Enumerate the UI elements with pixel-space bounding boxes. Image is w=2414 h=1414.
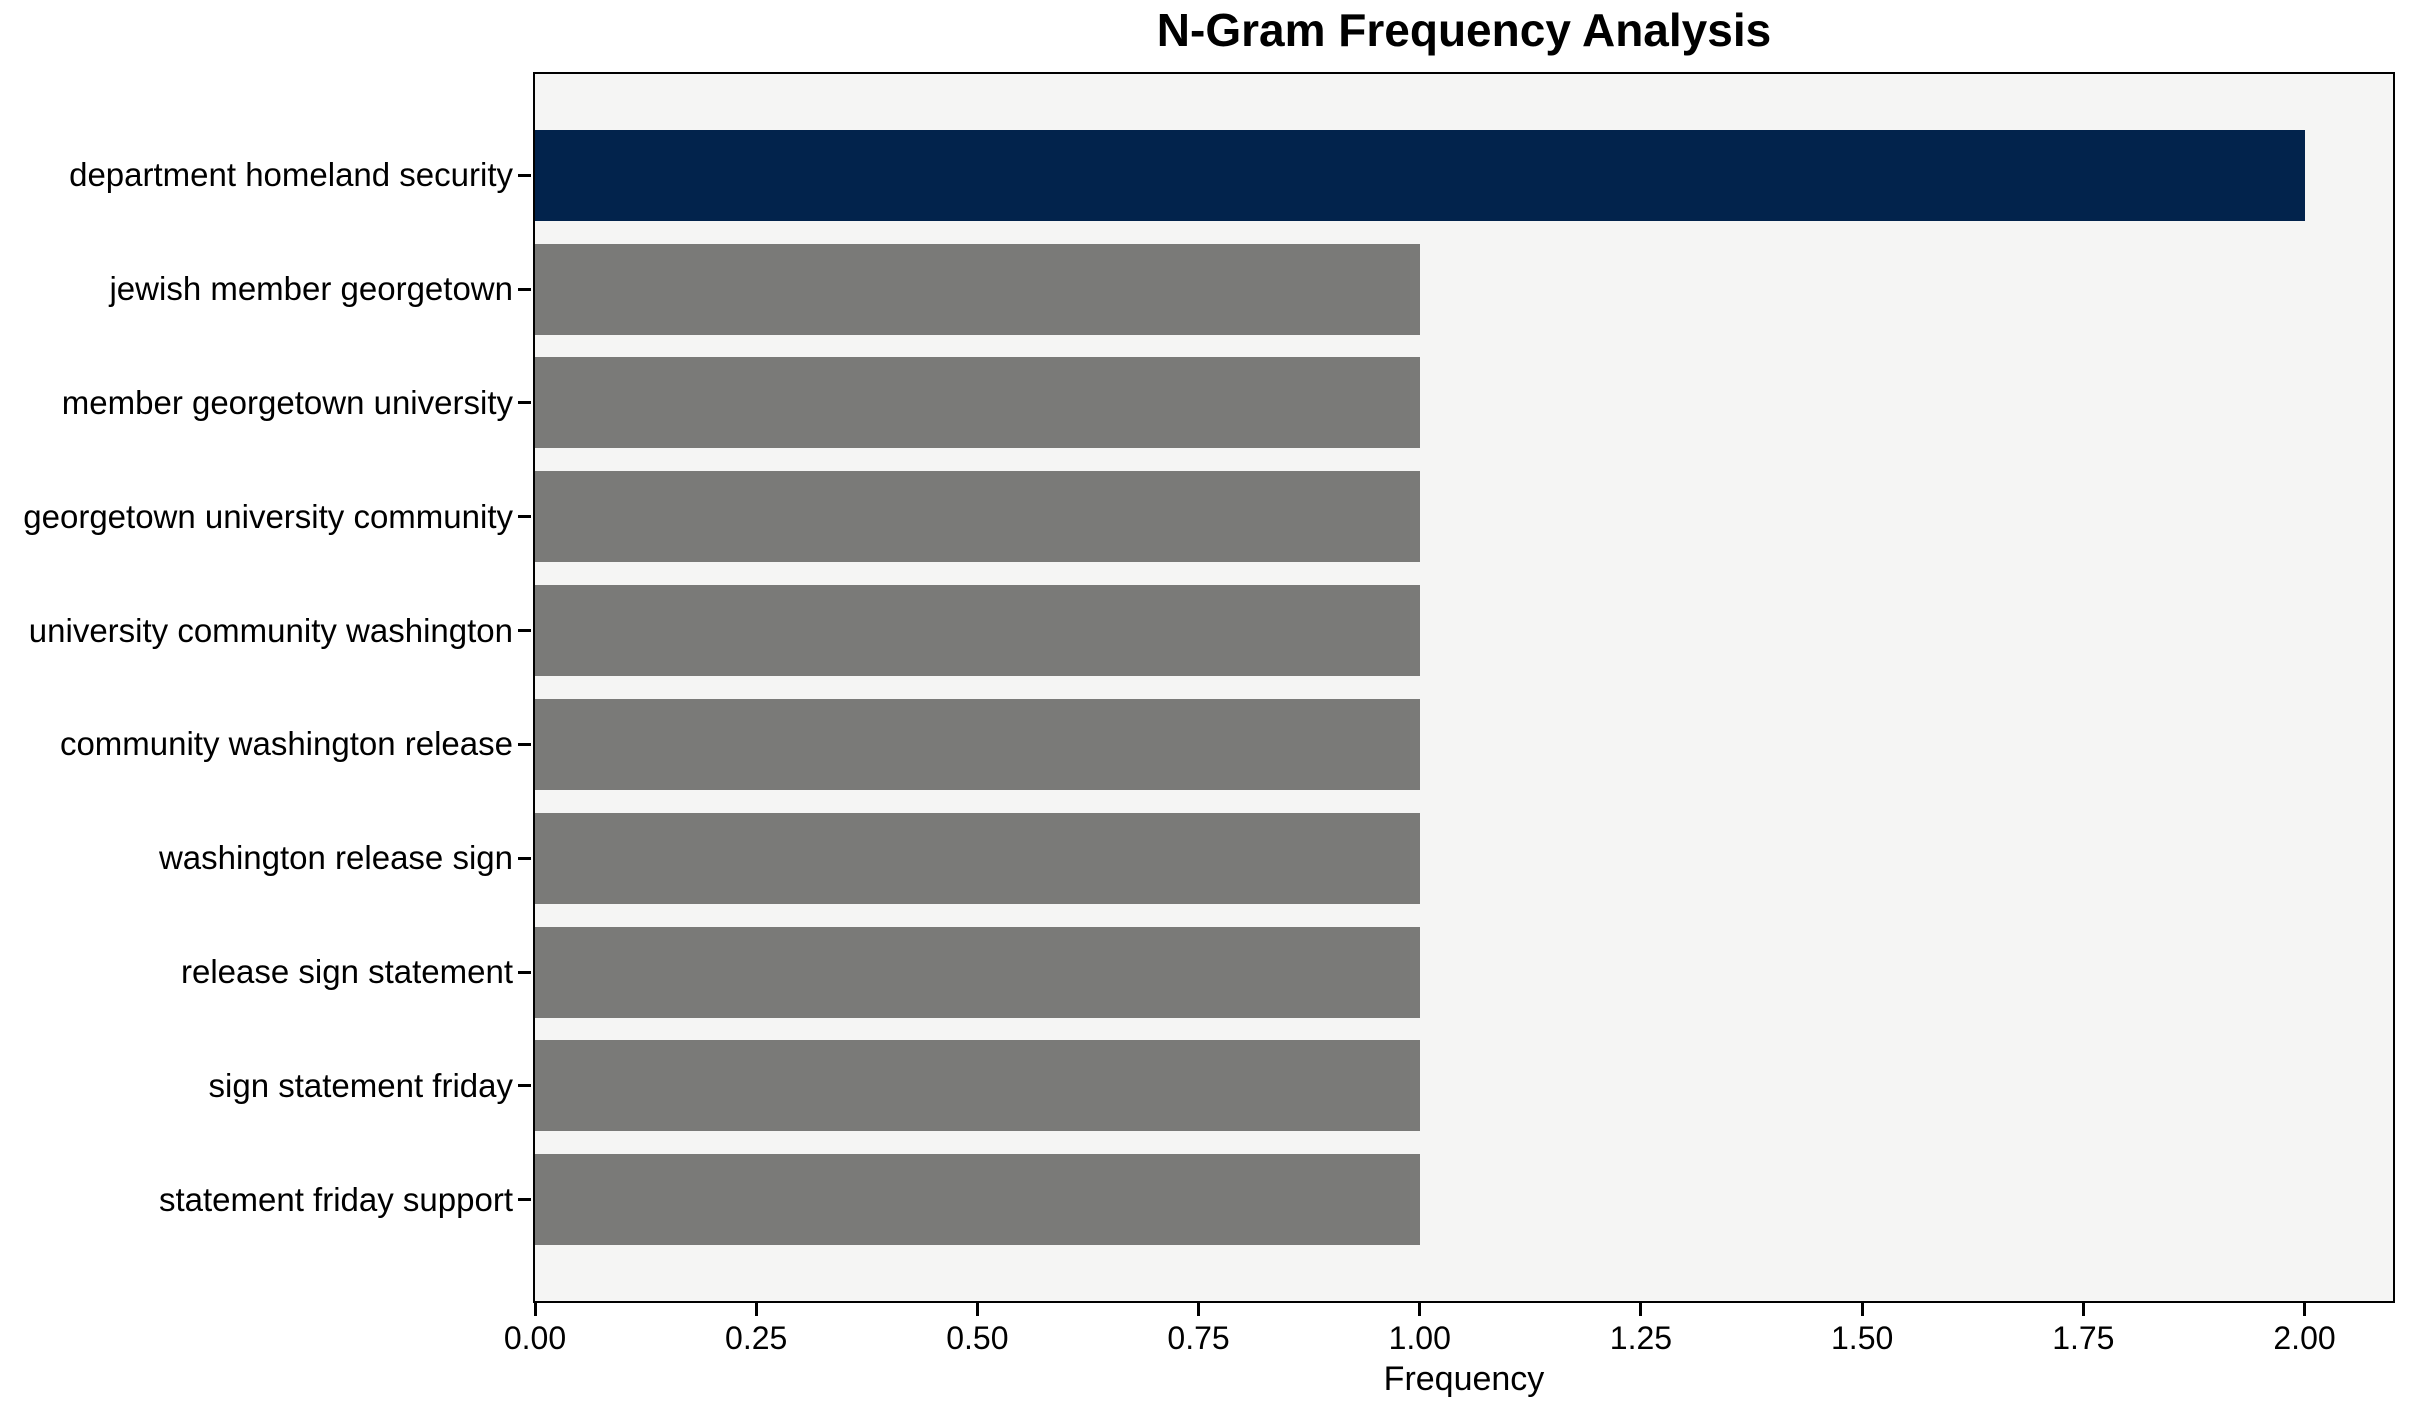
x-tick-mark	[2303, 1303, 2307, 1316]
y-tick-label: release sign statement	[180, 953, 513, 991]
x-tick-label: 1.00	[1388, 1320, 1451, 1356]
x-tick-label: 1.25	[1609, 1320, 1673, 1356]
x-tick-mark	[1197, 1303, 1201, 1316]
y-tick-label: washington release sign	[158, 839, 513, 877]
y-tick-label: statement friday support	[158, 1180, 513, 1218]
bar	[535, 698, 1420, 790]
y-tick-label: department homeland security	[69, 156, 513, 194]
y-tick-mark	[518, 401, 531, 405]
x-tick-mark	[1639, 1303, 1643, 1316]
y-tick-mark	[518, 1084, 531, 1088]
bar	[535, 926, 1420, 1018]
x-tick-label: 1.50	[1831, 1320, 1894, 1356]
x-tick-mark	[1418, 1303, 1422, 1316]
y-tick-label: sign statement friday	[208, 1066, 513, 1104]
bar	[535, 357, 1420, 449]
x-tick-label: 0.00	[503, 1320, 567, 1356]
y-tick-label: georgetown university community	[23, 497, 513, 535]
x-tick-mark	[2081, 1303, 2085, 1316]
x-tick-mark	[975, 1303, 979, 1316]
y-tick-label: community washington release	[59, 725, 513, 763]
y-tick-label: jewish member georgetown	[109, 270, 513, 308]
bar	[535, 585, 1420, 677]
bar	[535, 129, 2305, 221]
y-tick-mark	[518, 856, 531, 860]
y-tick-label: university community washington	[28, 611, 513, 649]
bar	[535, 1154, 1420, 1246]
chart-title: N-Gram Frequency Analysis	[1156, 4, 1772, 56]
y-tick-mark	[518, 1198, 531, 1202]
plot-area: department homeland security jewish membe…	[23, 72, 2395, 1356]
bar	[535, 812, 1420, 904]
bar	[535, 243, 1420, 335]
bar	[535, 471, 1420, 563]
y-tick-label: member georgetown university	[61, 383, 513, 421]
x-tick-label: 0.50	[946, 1320, 1009, 1356]
y-tick-mark	[518, 742, 531, 746]
x-tick-mark	[1860, 1303, 1864, 1316]
bar	[535, 1040, 1420, 1132]
x-tick-label: 1.75	[2052, 1320, 2115, 1356]
x-tick-mark	[754, 1303, 758, 1316]
x-tick-label: 2.00	[2273, 1320, 2336, 1356]
y-tick-mark	[518, 173, 531, 177]
x-tick-mark	[533, 1303, 537, 1316]
x-tick-label: 0.75	[1167, 1320, 1230, 1356]
y-tick-mark	[518, 629, 531, 633]
y-tick-mark	[518, 515, 531, 519]
y-tick-mark	[518, 970, 531, 974]
y-tick-mark	[518, 287, 531, 291]
x-axis-label: Frequency	[1383, 1360, 1545, 1398]
x-tick-label: 0.25	[725, 1320, 788, 1356]
